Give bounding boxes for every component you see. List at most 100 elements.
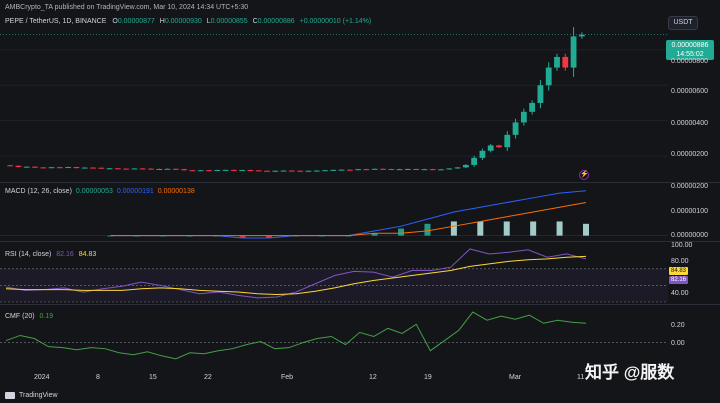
candle <box>404 168 411 170</box>
cmf-title[interactable]: CMF (20) <box>5 313 35 320</box>
low-label: L <box>206 18 211 25</box>
candle <box>247 170 254 172</box>
candle <box>197 170 204 172</box>
candle <box>114 168 121 170</box>
candle <box>255 170 262 172</box>
candle <box>496 145 502 148</box>
macd-tick: 0.00000000 <box>671 232 708 239</box>
time-tick: Mar <box>509 374 522 381</box>
candle <box>164 168 171 170</box>
lightning-icon[interactable]: ⚡ <box>579 170 589 180</box>
macd-histogram-bar <box>477 221 484 236</box>
macd-title[interactable]: MACD (12, 26, close) <box>5 188 72 195</box>
candle <box>239 170 246 172</box>
time-tick: 19 <box>424 374 432 381</box>
macd-histogram-bar <box>503 221 510 236</box>
candle <box>363 169 370 171</box>
candle <box>429 169 436 171</box>
macd-line-value: 0.00000191 <box>116 188 154 195</box>
high-label: H <box>159 18 165 25</box>
macd-line <box>110 190 587 239</box>
candle <box>355 169 362 171</box>
candle <box>206 170 212 172</box>
cmf-pane[interactable] <box>0 305 668 370</box>
candle <box>421 169 428 171</box>
price-tick: 0.00000800 <box>671 58 708 65</box>
close-label: C <box>252 18 258 25</box>
candle <box>322 170 328 172</box>
time-axis[interactable]: 2024 8 15 22 Feb 12 19 Mar 11 <box>0 370 668 388</box>
signal-line <box>110 202 587 237</box>
macd-histogram-bar <box>398 228 405 236</box>
publisher-line: AMBCrypto_TA published on TradingView.co… <box>5 4 249 11</box>
candle <box>396 169 403 171</box>
cmf-value: 0.19 <box>39 313 54 320</box>
candle <box>313 170 320 172</box>
candle <box>48 167 55 169</box>
macd-chart <box>0 190 668 239</box>
candle <box>338 169 345 171</box>
candle <box>106 168 113 170</box>
macd-pane[interactable] <box>0 183 668 241</box>
time-tick: 2024 <box>34 374 50 381</box>
candle <box>65 167 72 169</box>
price-tick: 0.00000400 <box>671 120 708 127</box>
macd-axis[interactable] <box>668 183 720 241</box>
pane-divider[interactable] <box>0 182 720 183</box>
candle <box>520 111 527 123</box>
candle <box>280 170 287 172</box>
candle <box>139 168 146 170</box>
macd-histogram-bar <box>583 223 589 236</box>
candle <box>330 169 337 171</box>
footer: TradingView <box>0 388 720 403</box>
candle <box>131 168 138 170</box>
brand-name: TradingView <box>19 392 58 399</box>
candle <box>98 167 105 169</box>
price-pane[interactable] <box>0 14 668 182</box>
time-tick: 12 <box>369 374 377 381</box>
candle <box>156 168 163 170</box>
candle <box>471 157 478 165</box>
candle <box>446 168 453 170</box>
cmf-tick: 0.00 <box>671 340 685 347</box>
candle <box>15 165 22 168</box>
candlestick-chart <box>0 27 668 172</box>
candle <box>537 85 544 103</box>
candle <box>264 170 270 172</box>
pane-divider[interactable] <box>0 241 720 242</box>
candle <box>462 164 469 168</box>
rsi-ma-value: 84.83 <box>78 251 97 258</box>
pane-divider[interactable] <box>0 304 720 305</box>
rsi-ma-tag: 84.83 <box>669 267 689 275</box>
rsi-line <box>5 248 587 299</box>
candle <box>7 165 14 167</box>
candle <box>297 170 304 172</box>
candle <box>438 169 444 171</box>
candle <box>487 145 494 151</box>
macd-histogram-bar <box>424 223 431 236</box>
currency-button[interactable]: USDT <box>668 16 698 30</box>
candle <box>222 169 229 171</box>
candle <box>413 168 420 170</box>
macd-histogram-bar <box>556 221 563 236</box>
macd-hist-value: 0.00000053 <box>75 188 113 195</box>
macd-tick: 0.00000200 <box>671 183 708 190</box>
candle <box>81 167 88 169</box>
high-value: 0.00000930 <box>164 18 202 25</box>
price-tick: 0.00000200 <box>671 151 708 158</box>
macd-signal-value: 0.00000138 <box>157 188 195 195</box>
time-tick: 15 <box>149 374 157 381</box>
candle <box>562 56 569 68</box>
rsi-pane[interactable] <box>0 242 668 304</box>
cmf-axis[interactable] <box>668 305 720 370</box>
symbol-name[interactable]: PEPE / TetherUS, 1D, BINANCE <box>5 18 107 25</box>
rsi-tick: 80.00 <box>671 258 689 265</box>
candle <box>570 36 577 68</box>
macd-histogram-bar <box>239 235 246 238</box>
candle <box>380 168 386 170</box>
open-value: 0.00000877 <box>117 18 155 25</box>
rsi-tag: 82.16 <box>669 276 689 284</box>
candle <box>56 167 63 169</box>
rsi-title[interactable]: RSI (14, close) <box>5 251 52 258</box>
time-tick: 11 <box>577 374 585 381</box>
